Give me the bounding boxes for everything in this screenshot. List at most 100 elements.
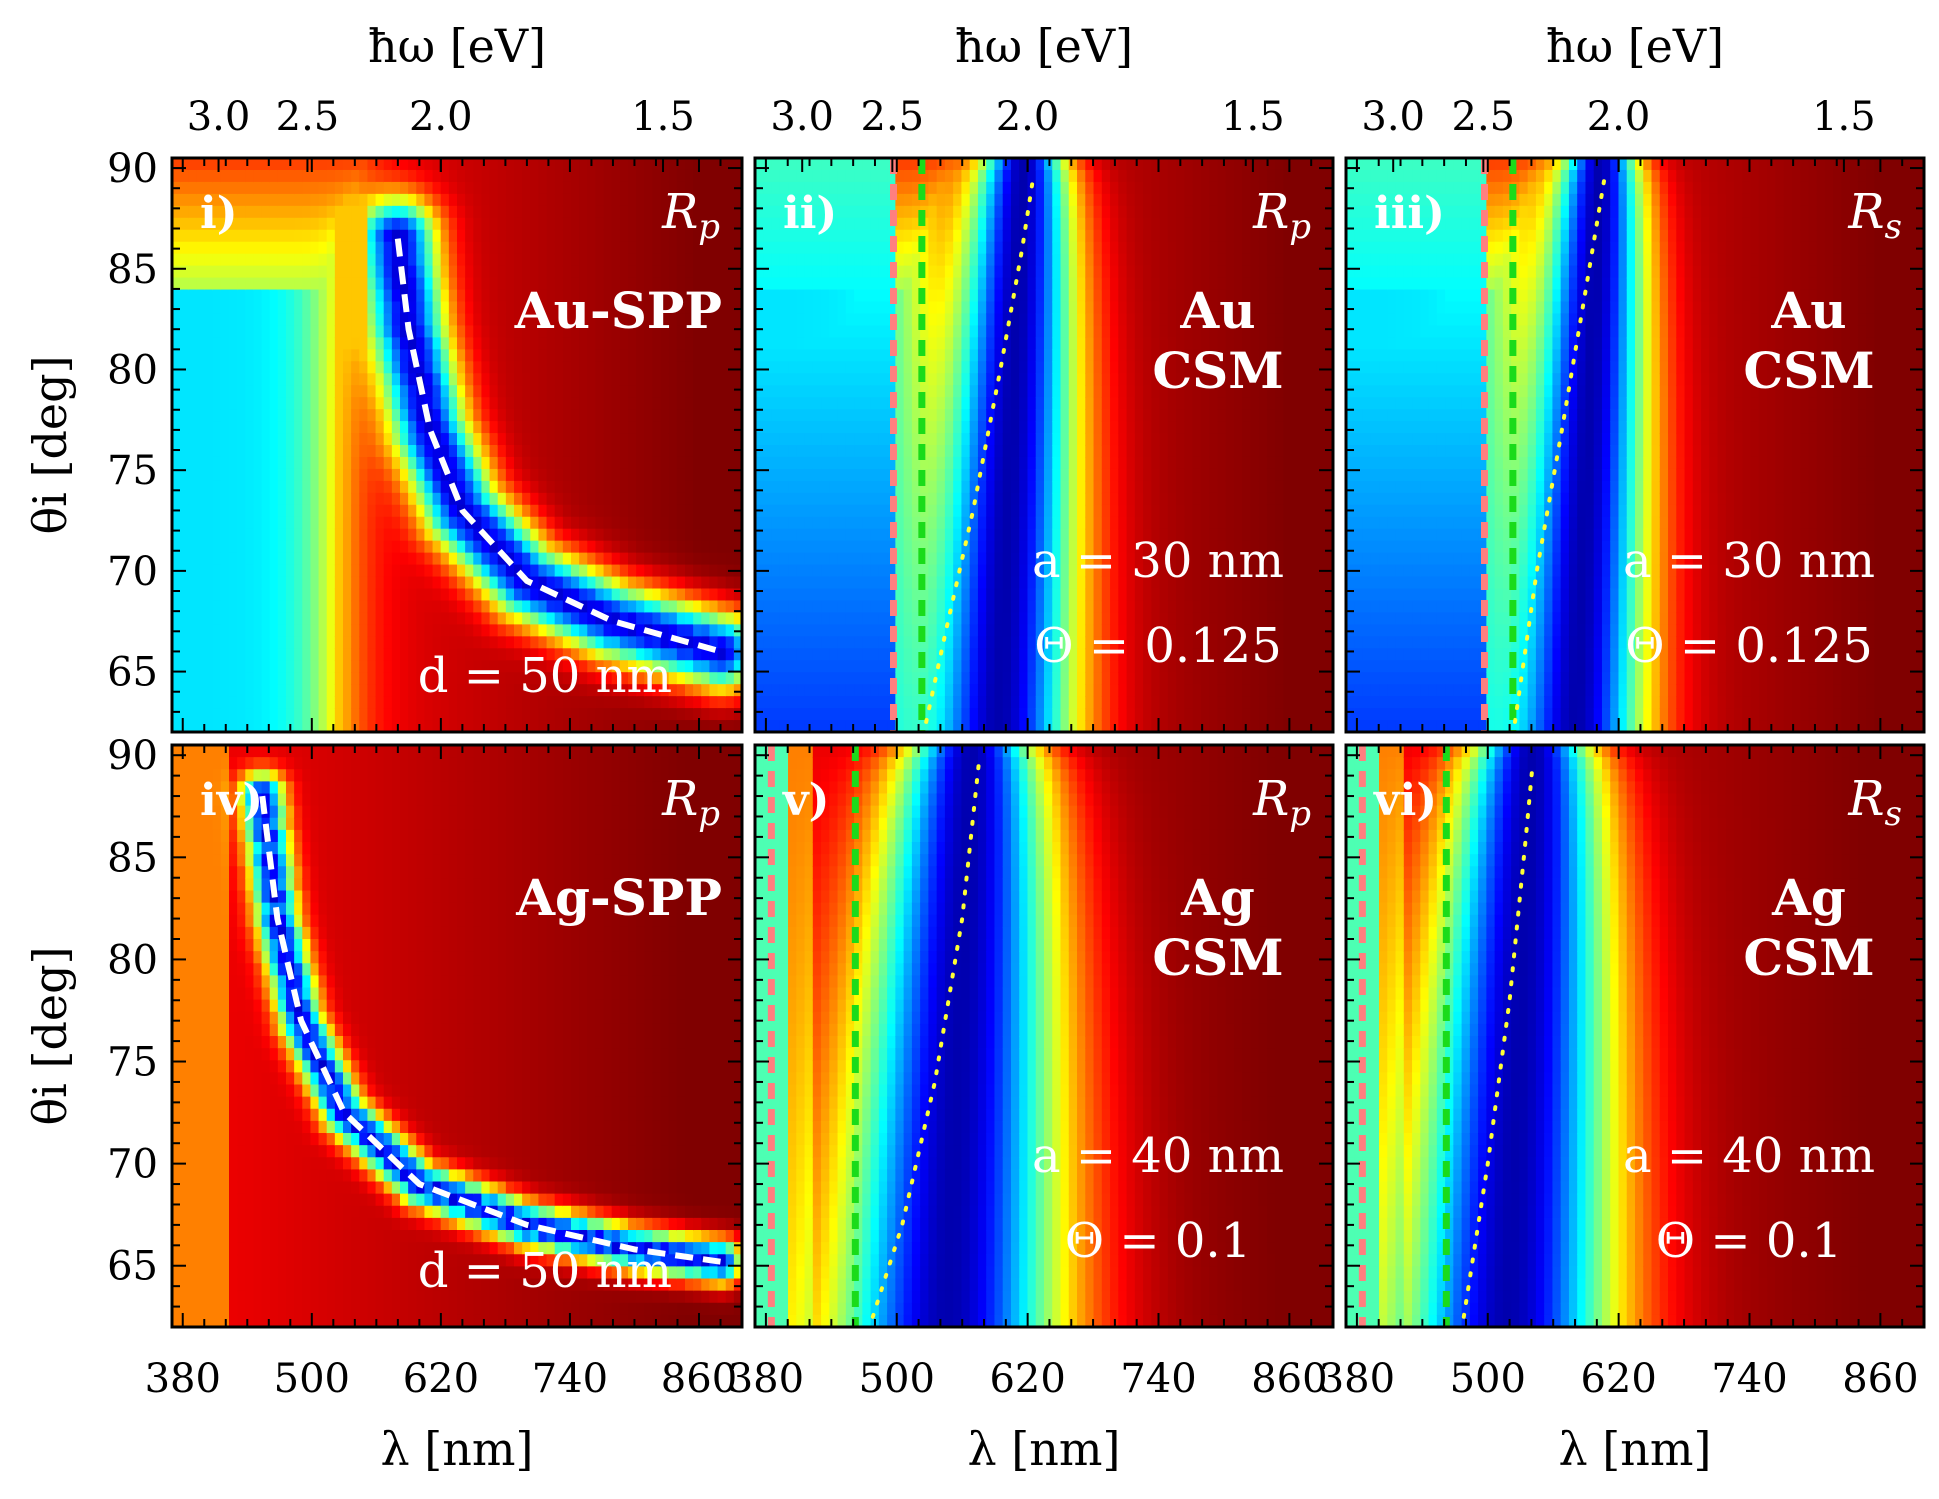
panel-frame [1344,743,1926,1329]
y-tick-label: 90 [107,146,158,192]
x-tick-label: 620 [989,1356,1065,1402]
param-label: Θ = 0.125 [1625,618,1873,674]
y-axis-label: θi [deg] [23,355,77,534]
y-tick-label: 80 [107,347,158,393]
polarization-label: Rp [1252,771,1311,834]
x-tick-label: 740 [1120,1356,1196,1402]
polarization-subscript: p [698,207,720,247]
top-axis-label: ħω [eV] [368,19,546,73]
param-label: Θ = 0.125 [1034,618,1282,674]
x-axis-label: λ [nm] [381,1422,534,1476]
top-tick-label: 3.0 [1361,94,1425,140]
top-tick-label: 3.0 [187,94,251,140]
y-tick-label: 90 [107,733,158,779]
x-tick-label: 500 [1450,1356,1526,1402]
panel-tag: iii) [1374,188,1445,239]
resonance-dotted-line [870,763,981,1319]
panel-frame [753,743,1335,1329]
y-tick-label: 65 [107,1244,158,1290]
top-tick-label: 2.5 [861,94,925,140]
heatmap [1346,745,1924,1327]
panel-frame [753,156,1335,734]
heatmap [172,745,742,1327]
top-tick-label: 2.5 [276,94,340,140]
top-axis-label: ħω [eV] [955,19,1133,73]
x-tick-label: 740 [1711,1356,1787,1402]
material-label: CSM [1743,341,1874,400]
y-tick-label: 65 [107,650,158,696]
x-tick-label: 620 [403,1356,479,1402]
resonance-dotted-line [1513,176,1607,724]
heatmap [755,745,1333,1327]
x-tick-label: 500 [274,1356,350,1402]
y-tick-label: 75 [107,448,158,494]
axes-text: 3.0 2.5 2.0 1.5 ħω [eV] 65 70 75 80 85 90 θi [deg] 3… [23,19,1919,1476]
polarization-label: Rp [661,184,720,247]
panel-frame [170,743,744,1329]
param-label: a = 40 nm [1623,1128,1875,1184]
polarization-subscript: p [1289,207,1311,247]
x-tick-label: 860 [1251,1356,1327,1402]
top-tick-label: 2.5 [1452,94,1516,140]
spp-dashed-line [394,238,722,655]
polarization-subscript: p [1289,794,1311,834]
top-tick-label: 1.5 [631,94,695,140]
polarization-subscript: s [1885,794,1902,834]
top-tick-label: 3.0 [770,94,834,140]
material-label: Au [1179,281,1255,340]
panel-tag: vi) [1373,775,1437,826]
top-tick-label: 2.0 [1587,94,1651,140]
param-label: a = 30 nm [1032,533,1284,589]
y-tick-label: 80 [107,937,158,983]
panel-tag: v) [782,775,829,826]
x-axis-label: λ [nm] [1559,1422,1712,1476]
param-label: Θ = 0.1 [1656,1213,1842,1269]
material-label: Au-SPP [514,281,722,340]
x-tick-label: 860 [1842,1356,1918,1402]
param-label: d = 50 nm [418,1243,672,1299]
panel-1: i) Rp Au-SPP d = 50 nm [170,156,744,734]
x-tick-label: 860 [661,1356,737,1402]
top-tick-label: 1.5 [1812,94,1876,140]
top-tick-label: 1.5 [1221,94,1285,140]
y-tick-label: 70 [107,549,158,595]
panel-tag: i) [200,188,238,239]
heatmap [172,158,742,732]
material-label: Au [1770,281,1846,340]
material-label: Ag-SPP [515,868,722,927]
panel-frame [1344,156,1926,734]
param-label: d = 50 nm [418,648,672,704]
panel-frame [170,156,744,734]
param-label: a = 40 nm [1032,1128,1284,1184]
param-label: Θ = 0.1 [1065,1213,1251,1269]
x-tick-label: 500 [859,1356,935,1402]
material-label: CSM [1152,928,1283,987]
x-tick-label: 740 [532,1356,608,1402]
spp-dashed-line [259,795,721,1265]
material-label: CSM [1152,341,1283,400]
heatmap [1346,158,1924,732]
resonance-dotted-line [1461,763,1535,1319]
y-tick-label: 75 [107,1040,158,1086]
param-label: a = 30 nm [1623,533,1875,589]
x-tick-label: 380 [1319,1356,1395,1402]
y-tick-label: 85 [107,247,158,293]
y-axis-label: θi [deg] [23,946,77,1125]
x-tick-label: 380 [145,1356,221,1402]
top-axis-label: ħω [eV] [1546,19,1724,73]
top-tick-label: 2.0 [996,94,1060,140]
x-tick-label: 620 [1580,1356,1656,1402]
polarization-subscript: p [698,794,720,834]
material-label: CSM [1743,928,1874,987]
panel-tag: iv) [200,775,263,826]
material-label: Ag [1180,868,1255,927]
y-tick-label: 70 [107,1142,158,1188]
material-label: Ag [1771,868,1846,927]
panel-tag: ii) [783,188,837,239]
